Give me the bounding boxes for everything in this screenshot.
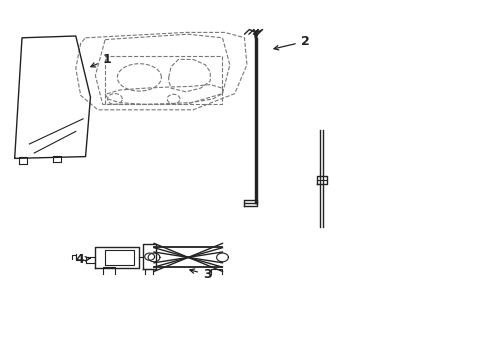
Text: 2: 2 xyxy=(273,35,309,50)
Text: 4: 4 xyxy=(76,253,90,266)
Text: 3: 3 xyxy=(189,268,211,281)
Text: 1: 1 xyxy=(91,53,111,67)
